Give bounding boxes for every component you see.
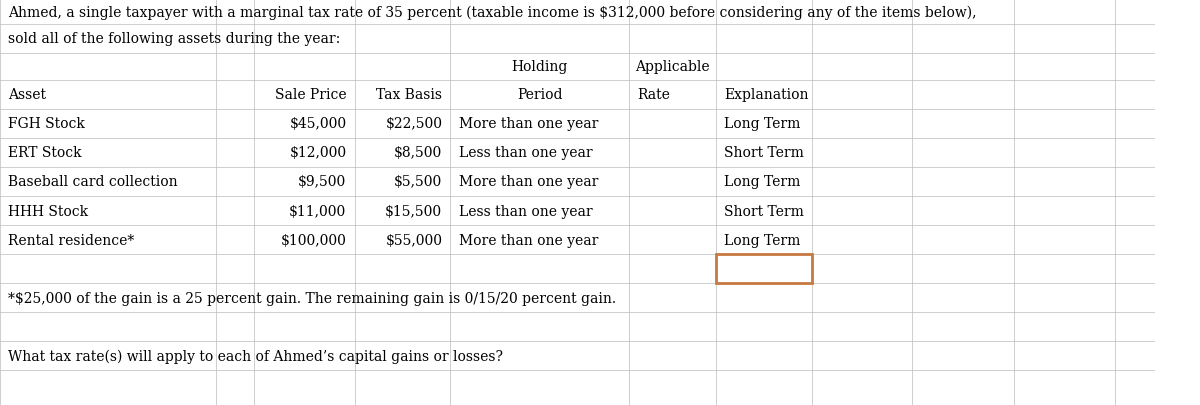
Text: $100,000: $100,000 bbox=[281, 233, 347, 247]
Text: *$25,000 of the gain is a 25 percent gain. The remaining gain is 0/15/20 percent: *$25,000 of the gain is a 25 percent gai… bbox=[8, 291, 617, 305]
Bar bbox=[716, 254, 812, 284]
Text: What tax rate(s) will apply to each of Ahmed’s capital gains or losses?: What tax rate(s) will apply to each of A… bbox=[8, 349, 503, 363]
Text: Long Term: Long Term bbox=[724, 175, 800, 189]
Text: Explanation: Explanation bbox=[724, 88, 809, 102]
Text: Applicable: Applicable bbox=[636, 60, 710, 74]
Text: sold all of the following assets during the year:: sold all of the following assets during … bbox=[8, 32, 341, 46]
Text: HHH Stock: HHH Stock bbox=[8, 204, 89, 218]
Text: Baseball card collection: Baseball card collection bbox=[8, 175, 178, 189]
Text: More than one year: More than one year bbox=[458, 233, 598, 247]
Text: Short Term: Short Term bbox=[724, 204, 804, 218]
Text: $15,500: $15,500 bbox=[385, 204, 443, 218]
Text: $55,000: $55,000 bbox=[385, 233, 443, 247]
Text: $8,500: $8,500 bbox=[394, 146, 443, 160]
Text: $5,500: $5,500 bbox=[394, 175, 443, 189]
Text: ERT Stock: ERT Stock bbox=[8, 146, 82, 160]
Text: Long Term: Long Term bbox=[724, 233, 800, 247]
Text: Ahmed, a single taxpayer with a marginal tax rate of 35 percent (taxable income : Ahmed, a single taxpayer with a marginal… bbox=[8, 5, 977, 20]
Text: $11,000: $11,000 bbox=[289, 204, 347, 218]
Text: Long Term: Long Term bbox=[724, 117, 800, 131]
Text: More than one year: More than one year bbox=[458, 117, 598, 131]
Text: Asset: Asset bbox=[8, 88, 46, 102]
Text: Rate: Rate bbox=[637, 88, 671, 102]
Text: $12,000: $12,000 bbox=[289, 146, 347, 160]
Text: $9,500: $9,500 bbox=[299, 175, 347, 189]
Text: Less than one year: Less than one year bbox=[458, 204, 592, 218]
Text: More than one year: More than one year bbox=[458, 175, 598, 189]
Text: $22,500: $22,500 bbox=[385, 117, 443, 131]
Text: Short Term: Short Term bbox=[724, 146, 804, 160]
Text: Holding: Holding bbox=[511, 60, 568, 74]
Text: Rental residence*: Rental residence* bbox=[8, 233, 134, 247]
Text: Less than one year: Less than one year bbox=[458, 146, 592, 160]
Text: $45,000: $45,000 bbox=[289, 117, 347, 131]
Text: Sale Price: Sale Price bbox=[275, 88, 347, 102]
Text: Tax Basis: Tax Basis bbox=[377, 88, 443, 102]
Text: Period: Period bbox=[517, 88, 563, 102]
Text: FGH Stock: FGH Stock bbox=[8, 117, 85, 131]
